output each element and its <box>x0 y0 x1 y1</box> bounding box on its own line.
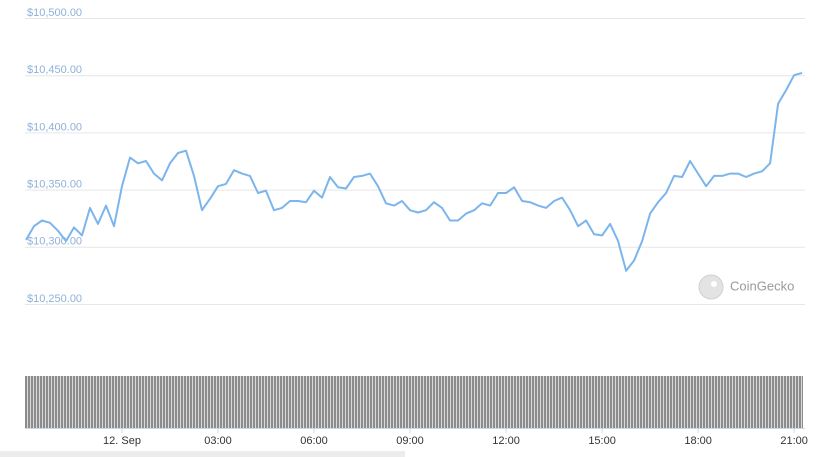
watermark: CoinGecko <box>698 274 794 300</box>
y-tick-label: $10,500.00 <box>27 7 82 19</box>
y-tick-label: $10,300.00 <box>27 236 82 248</box>
x-tick-label: 21:00 <box>780 435 808 447</box>
x-tick-label: 15:00 <box>588 435 616 447</box>
scrollbar <box>0 451 405 457</box>
y-tick-label: $10,350.00 <box>27 179 82 191</box>
x-tick-label: 18:00 <box>684 435 712 447</box>
watermark-text: CoinGecko <box>730 278 794 293</box>
price-line <box>25 71 803 272</box>
volume-bars <box>25 376 803 428</box>
x-tick-label: 06:00 <box>300 435 328 447</box>
y-tick-label: $10,400.00 <box>27 121 82 133</box>
x-tick-label: 12:00 <box>492 435 520 447</box>
y-tick-label: $10,250.00 <box>27 293 82 305</box>
y-tick-label: $10,450.00 <box>27 64 82 76</box>
x-tick-label: 03:00 <box>204 435 232 447</box>
x-tick-label: 09:00 <box>396 435 424 447</box>
x-tick-label: 12. Sep <box>103 435 141 447</box>
